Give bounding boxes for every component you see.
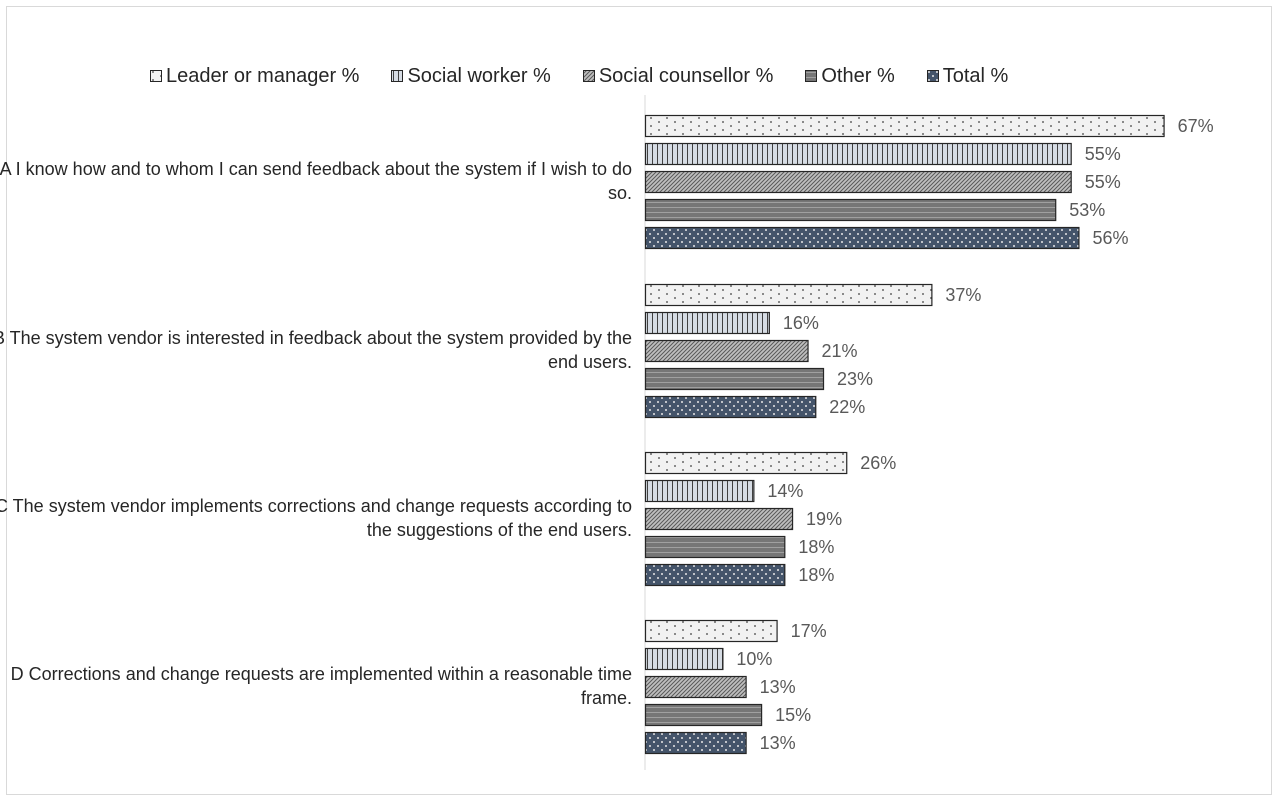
- bar-total: [644, 563, 786, 587]
- legend-swatch: [391, 70, 404, 82]
- category-label: A I know how and to whom I can send feed…: [0, 159, 632, 203]
- data-label: 67%: [1177, 116, 1214, 136]
- bar-other: [644, 198, 1057, 222]
- data-label: 53%: [1069, 200, 1106, 220]
- data-label: 23%: [837, 369, 874, 389]
- data-label: 21%: [821, 341, 858, 361]
- data-label: 55%: [1084, 144, 1121, 164]
- legend-label: Social counsellor %: [598, 64, 774, 87]
- bar-other: [644, 367, 825, 391]
- legend-swatch: [582, 70, 595, 82]
- data-label: 55%: [1084, 172, 1121, 192]
- legend-swatch: [926, 70, 939, 82]
- legend-item-leader-or-manager: Leader or manager %: [150, 65, 359, 88]
- data-label: 10%: [736, 649, 773, 669]
- bar-leader-or-manager: [644, 283, 933, 307]
- legend: Leader or manager % Social worker % Social…: [150, 62, 1008, 90]
- bar-leader-or-manager: [644, 114, 1165, 138]
- data-label: 14%: [767, 481, 804, 501]
- bar-other: [644, 535, 786, 559]
- legend-label: Total %: [942, 64, 1009, 87]
- chart-frame: [6, 6, 1272, 795]
- data-label: 56%: [1092, 228, 1129, 248]
- bar-other: [644, 703, 763, 727]
- legend-label: Other %: [821, 64, 895, 87]
- category-label: B The system vendor is interested in fee…: [0, 328, 632, 372]
- bar-social-worker: [644, 142, 1072, 166]
- data-label: 16%: [782, 313, 819, 333]
- bar-social-counsellor: [644, 507, 794, 531]
- category-label: C The system vendor implements correctio…: [0, 496, 632, 540]
- bar-total: [644, 395, 817, 419]
- data-label: 15%: [775, 705, 812, 725]
- bar-total: [644, 731, 747, 755]
- data-label: 26%: [860, 453, 897, 473]
- legend-item-social-worker: Social worker %: [391, 64, 551, 88]
- legend-swatch: [805, 70, 818, 82]
- bar-social-worker: [644, 311, 770, 335]
- data-label: 37%: [945, 285, 982, 305]
- legend-item-social-counsellor: Social counsellor %: [582, 64, 774, 88]
- data-label: 17%: [790, 621, 827, 641]
- bar-leader-or-manager: [644, 619, 778, 643]
- bar-total: [644, 226, 1080, 250]
- legend-item-total: Total %: [926, 64, 1009, 88]
- legend-label: Leader or manager %: [166, 64, 360, 87]
- data-label: 18%: [798, 537, 835, 557]
- legend-item-other: Other %: [805, 64, 895, 88]
- legend-label: Social worker %: [407, 64, 551, 87]
- data-label: 13%: [759, 677, 796, 697]
- legend-swatch: [150, 70, 162, 82]
- data-label: 13%: [759, 733, 796, 753]
- bar-social-worker: [644, 479, 755, 503]
- category-label: D Corrections and change requests are im…: [10, 664, 632, 708]
- data-label: 18%: [798, 565, 835, 585]
- data-label: 22%: [829, 397, 866, 417]
- bar-social-counsellor: [644, 170, 1072, 194]
- bar-social-counsellor: [644, 675, 747, 699]
- bar-leader-or-manager: [644, 451, 848, 475]
- data-label: 19%: [806, 509, 843, 529]
- bar-social-worker: [644, 647, 724, 671]
- bar-social-counsellor: [644, 339, 809, 363]
